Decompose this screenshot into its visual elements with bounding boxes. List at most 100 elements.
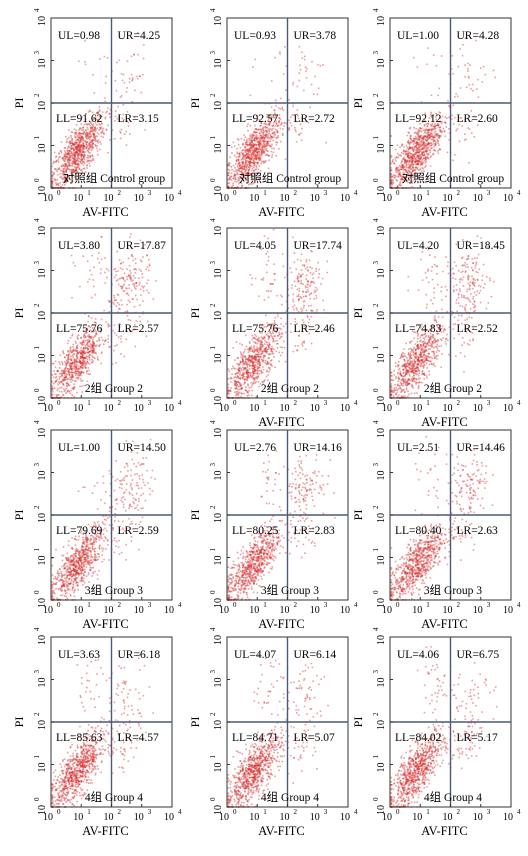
data-point: [241, 172, 243, 174]
data-point: [65, 135, 67, 138]
data-point: [271, 136, 274, 138]
data-point: [51, 362, 54, 365]
data-point: [278, 120, 281, 122]
data-point: [390, 181, 393, 184]
data-point: [227, 185, 230, 188]
data-point: [67, 354, 70, 357]
data-point: [279, 51, 281, 53]
data-point: [69, 365, 71, 368]
data-point: [411, 160, 414, 162]
data-point: [268, 343, 271, 346]
data-point: [390, 182, 393, 185]
data-point: [428, 363, 431, 366]
data-point: [294, 285, 297, 287]
data-point: [293, 304, 296, 307]
data-point: [236, 173, 238, 176]
data-point: [242, 154, 244, 157]
data-point: [257, 148, 259, 150]
data-point: [68, 363, 71, 365]
data-point: [72, 170, 74, 172]
data-point: [79, 350, 81, 353]
data-point: [467, 62, 469, 65]
data-point: [419, 340, 421, 343]
data-point: [75, 372, 78, 375]
data-point: [68, 374, 71, 376]
data-point: [416, 160, 418, 163]
data-point: [419, 140, 422, 143]
data-point: [71, 142, 73, 145]
data-point: [78, 368, 80, 370]
data-point: [315, 297, 318, 299]
data-point: [86, 145, 88, 148]
data-point: [243, 139, 245, 141]
data-point: [239, 164, 241, 167]
data-point: [274, 134, 276, 136]
data-point: [99, 110, 101, 112]
data-point: [452, 123, 455, 125]
y-tick-label: 10: [213, 354, 224, 364]
data-point: [86, 137, 88, 140]
data-point: [446, 117, 448, 119]
data-point: [255, 177, 257, 179]
data-point: [454, 116, 456, 119]
data-point: [276, 137, 278, 140]
data-point: [246, 163, 249, 166]
data-point: [252, 133, 254, 136]
y-tick-exponent: 0: [33, 388, 41, 392]
data-point: [254, 357, 256, 359]
data-point: [425, 136, 427, 139]
data-point: [82, 363, 84, 366]
data-point: [257, 137, 259, 140]
data-point: [434, 140, 436, 142]
data-point: [65, 364, 68, 367]
data-point: [83, 384, 85, 387]
data-point: [418, 158, 420, 160]
data-point: [53, 178, 55, 180]
data-point: [266, 141, 269, 143]
data-point: [107, 325, 110, 328]
data-point: [260, 152, 263, 154]
data-point: [409, 155, 411, 157]
data-point: [120, 73, 123, 75]
data-point: [75, 342, 77, 344]
data-point: [284, 360, 287, 363]
data-point: [66, 152, 69, 155]
data-point: [74, 364, 76, 367]
data-point: [421, 140, 424, 142]
data-point: [279, 346, 282, 348]
data-point: [73, 155, 76, 157]
data-point: [261, 137, 263, 140]
data-point: [67, 153, 70, 156]
data-point: [441, 131, 443, 134]
data-point: [411, 147, 414, 149]
data-point: [400, 155, 402, 157]
data-point: [96, 358, 99, 360]
data-point: [294, 126, 296, 129]
data-point: [82, 347, 85, 349]
data-point: [72, 371, 75, 373]
data-point: [401, 160, 403, 162]
data-point: [406, 171, 408, 174]
data-point: [232, 141, 235, 144]
data-point: [249, 162, 252, 164]
data-point: [82, 147, 85, 149]
data-point: [271, 154, 274, 156]
data-point: [413, 139, 415, 142]
data-point: [266, 140, 268, 143]
data-point: [402, 167, 404, 169]
data-point: [421, 144, 424, 146]
data-point: [412, 140, 414, 142]
data-point: [82, 352, 85, 354]
data-point: [92, 139, 94, 141]
data-point: [257, 153, 259, 156]
y-axis-label: PI: [351, 98, 365, 109]
data-point: [139, 288, 142, 291]
data-point: [78, 135, 80, 137]
data-point: [75, 149, 78, 152]
data-point: [234, 178, 237, 181]
data-point: [57, 387, 59, 390]
data-point: [428, 128, 430, 131]
data-point: [423, 124, 426, 127]
data-point: [89, 136, 92, 139]
data-point: [417, 160, 420, 162]
